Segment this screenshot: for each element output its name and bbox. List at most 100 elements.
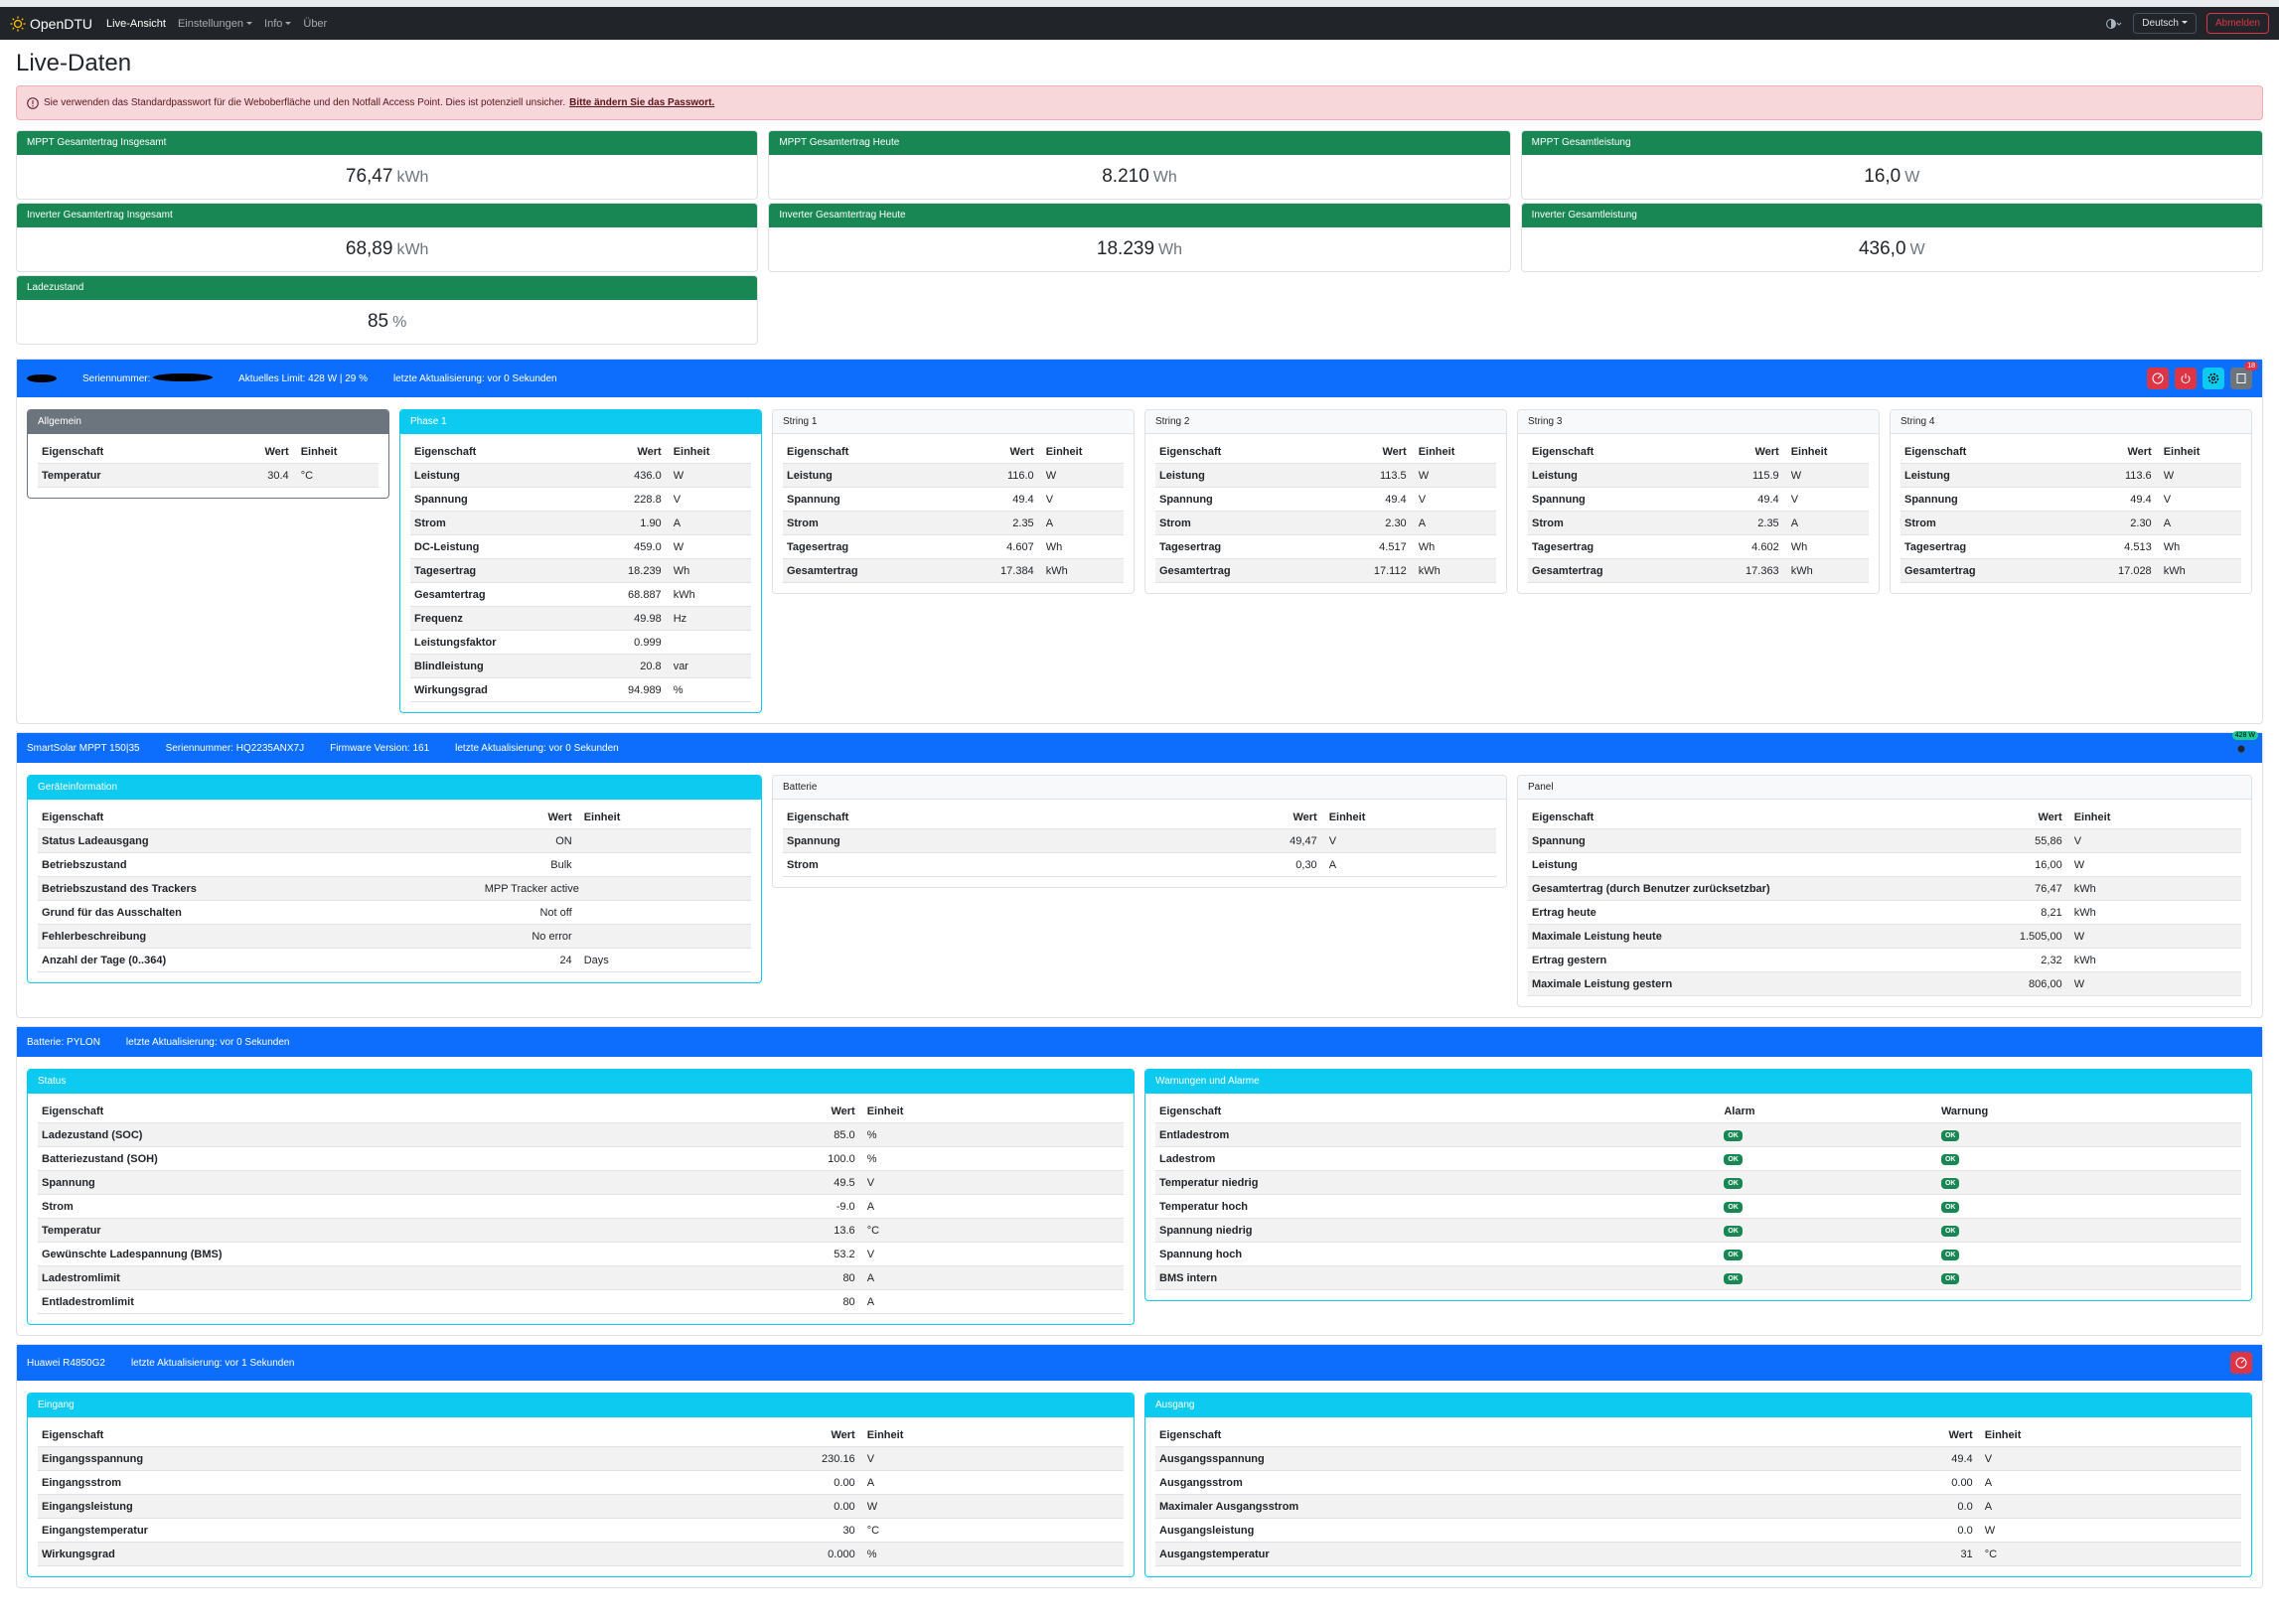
limit-button[interactable]	[2230, 1352, 2252, 1374]
summary-label: MPPT Gesamtleistung	[1521, 131, 2262, 155]
table-row: Leistung 116.0 W	[783, 464, 1124, 488]
section-header: Batterie: PYLON letzte Aktualisierung: v…	[17, 1027, 2262, 1057]
status-badge: OK	[1940, 1250, 1960, 1260]
menu-item[interactable]: Über	[303, 17, 328, 30]
language-select[interactable]: Deutsch	[2133, 13, 2197, 34]
column-header: Einheit	[2073, 811, 2111, 823]
property-name: Temperatur hoch	[1159, 1200, 1249, 1213]
property-name: Grund für das Ausschalten	[42, 906, 182, 919]
card-body: Eigenschaft Alarm Warnung Entladestrom OK OK L…	[1145, 1094, 2251, 1300]
table-row: Ausgangsstrom 0.00 A	[1155, 1471, 2241, 1495]
warning-cell: OK	[1937, 1248, 2241, 1260]
card-grid: Eingang Eigenschaft Wert Einheit Eingangsspa…	[17, 1381, 2262, 1587]
column-header: Eigenschaft	[1532, 811, 1595, 823]
property-unit: V	[866, 1452, 875, 1465]
column-header: Warnung	[1940, 1105, 1989, 1117]
property-value: MPP Tracker active	[484, 882, 579, 895]
events-button[interactable]: 18	[2230, 362, 2258, 389]
property-name: Eingangsspannung	[42, 1452, 144, 1465]
property-unit: W	[673, 540, 684, 553]
column-header: Eigenschaft	[42, 811, 104, 823]
property-name: Betriebszustand	[42, 858, 127, 871]
header-info: SmartSolar MPPT 150|35	[27, 742, 140, 754]
property-unit: W	[1984, 1524, 1996, 1537]
table-row: Ertrag gestern 2,32 kWh	[1528, 949, 2241, 972]
column-header: Eigenschaft	[1159, 1428, 1222, 1441]
status-badge: OK	[1940, 1226, 1960, 1237]
alarm-cell: OK	[1720, 1152, 1937, 1165]
property-name: Frequenz	[414, 612, 463, 625]
summary-value: 8.210	[1102, 166, 1149, 187]
card-title: String 1	[773, 410, 1134, 434]
charger-buttons	[2230, 1352, 2252, 1374]
logout-button[interactable]: Abmelden	[2205, 13, 2269, 34]
table-row: Gesamtertrag (durch Benutzer zurücksetzb…	[1528, 877, 2241, 901]
browser-strip	[0, 0, 2279, 7]
property-value: 116.0	[1006, 469, 1034, 482]
property-unit: Wh	[1790, 540, 1808, 553]
property-name: Strom	[787, 858, 819, 871]
property-value: 13.6	[834, 1224, 855, 1237]
content: Live-Daten Sie verwenden das Standardpas…	[0, 50, 2279, 1588]
settings-button[interactable]	[2203, 368, 2224, 389]
limit-button[interactable]	[2147, 368, 2169, 389]
table-row: Maximale Leistung gestern 806,00 W	[1528, 972, 2241, 996]
table-row: Spannung 55,86 V	[1528, 829, 2241, 853]
property-name: Status Ladeausgang	[42, 834, 149, 847]
table-row: Spannung hoch OK OK	[1155, 1243, 2241, 1266]
card-body: Eigenschaft Wert Einheit Ausgangsspannung 49…	[1145, 1417, 2251, 1576]
property-value: 806,00	[2029, 977, 2062, 990]
property-value: 31	[1960, 1548, 1973, 1560]
status-badge: OK	[1940, 1178, 1960, 1189]
property-value: -9.0	[836, 1200, 855, 1213]
theme-toggle[interactable]	[2105, 18, 2123, 30]
status-badge: OK	[1940, 1130, 1960, 1141]
property-name: Spannung	[1532, 493, 1586, 506]
power-indicator[interactable]: 428 W	[2230, 731, 2258, 759]
property-name: Maximale Leistung heute	[1532, 930, 1662, 943]
table-row: Spannung 49.4 V	[1528, 488, 1869, 512]
column-header: Eigenschaft	[42, 1105, 104, 1117]
summary-label: Inverter Gesamtleistung	[1521, 204, 2262, 227]
summary-label: MPPT Gesamtertrag Insgesamt	[17, 131, 758, 155]
power-button[interactable]	[2175, 368, 2197, 389]
property-value: 53.2	[834, 1248, 855, 1260]
power-badge: 428 W	[2231, 731, 2258, 740]
property-unit: V	[2163, 493, 2172, 506]
summary-label: Inverter Gesamtertrag Heute	[769, 204, 1510, 227]
property-name: Wirkungsgrad	[414, 683, 488, 696]
property-value: 17.112	[1373, 564, 1407, 577]
menu-item[interactable]: Einstellungen	[178, 18, 252, 30]
alert-link[interactable]: Bitte ändern Sie das Passwort.	[569, 97, 715, 108]
table-row: Spannung 49,47 V	[783, 829, 1496, 853]
card: Eingang Eigenschaft Wert Einheit Eingangsspa…	[27, 1393, 1135, 1577]
property-value: 49.4	[2130, 493, 2152, 506]
status-badge: OK	[1940, 1202, 1960, 1213]
brand[interactable]: OpenDTU	[10, 16, 92, 32]
property-value: 30.4	[267, 469, 289, 482]
property-name: BMS intern	[1159, 1271, 1218, 1284]
summary-card: Ladezustand 85%	[16, 275, 759, 345]
table-row: Batteriezustand (SOH) 100.0%	[38, 1147, 1124, 1171]
brand-name: OpenDTU	[30, 15, 93, 32]
table-row: Eingangstemperatur 30 °C	[38, 1519, 1124, 1543]
property-value: 230.16	[822, 1452, 855, 1465]
table-header: Eigenschaft Wert Einheit	[38, 806, 751, 829]
column-header: Eigenschaft	[787, 445, 849, 458]
summary-card: MPPT Gesamtertrag Insgesamt 76,47 kWh	[16, 130, 759, 200]
menu-item[interactable]: Info	[264, 18, 291, 30]
table-row: Gesamtertrag 68.887 kWh	[410, 583, 751, 607]
property-unit: Days	[583, 954, 609, 966]
property-value: 17.028	[2118, 564, 2152, 577]
property-value: 115.9	[1751, 469, 1779, 482]
summary-value-box: 436,0 W	[1522, 227, 2262, 271]
menu-item[interactable]: Live-Ansicht	[106, 17, 166, 30]
table-row: Temperatur 30.4 °C	[38, 464, 379, 488]
table-row: Fehlerbeschreibung No error	[38, 925, 751, 949]
property-value: 85.0	[834, 1128, 855, 1141]
alarm-cell: OK	[1720, 1224, 1937, 1237]
property-value: 49,47	[1290, 834, 1317, 847]
page-title: Live-Daten	[16, 50, 132, 76]
property-name: Entladestrom	[1159, 1128, 1230, 1141]
card-body: Eigenschaft Wert Einheit Spannung 55,86 V Leis…	[1518, 800, 2251, 1006]
